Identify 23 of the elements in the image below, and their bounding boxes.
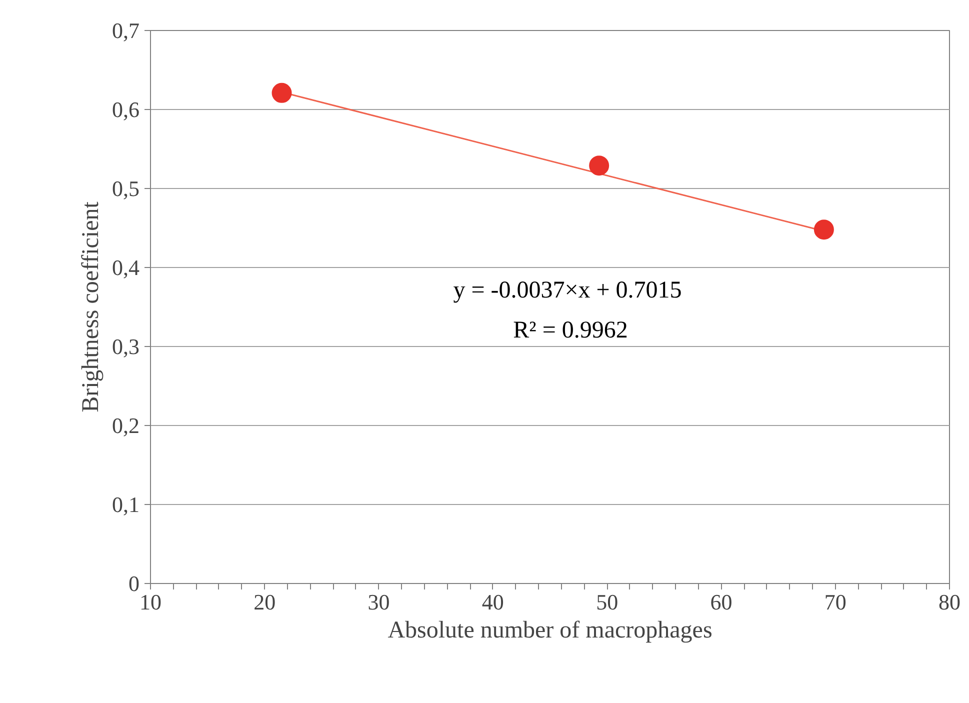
x-axis-title: Absolute number of macrophages: [388, 618, 712, 644]
y-tick-label: 0: [128, 571, 140, 596]
y-axis-title: Brightness coefficient: [78, 201, 104, 412]
point: [814, 220, 834, 240]
point: [589, 156, 610, 176]
point: [272, 82, 292, 103]
x-tick-label: 70: [824, 590, 846, 614]
y-tick-label: 0,4: [112, 255, 140, 280]
x-tick-label: 10: [140, 590, 162, 614]
x-tick-label: 60: [710, 590, 732, 614]
annotation: y = -0.0037×x + 0.7015: [453, 278, 682, 304]
y-tick-label: 0,5: [112, 176, 140, 201]
y-tick-label: 0,1: [112, 492, 140, 517]
y-tick-label: 0,7: [112, 18, 140, 43]
x-tick-label: 50: [596, 590, 618, 614]
x-tick-label: 80: [938, 590, 960, 614]
x-tick-label: 40: [482, 590, 504, 614]
y-tick-label: 0,3: [112, 334, 140, 359]
y-tick-label: 0,2: [112, 413, 140, 438]
x-tick-label: 20: [254, 590, 276, 614]
annotation: R² = 0.9962: [513, 318, 628, 344]
y-tick-label: 0,6: [112, 97, 140, 122]
x-tick-label: 30: [368, 590, 390, 614]
